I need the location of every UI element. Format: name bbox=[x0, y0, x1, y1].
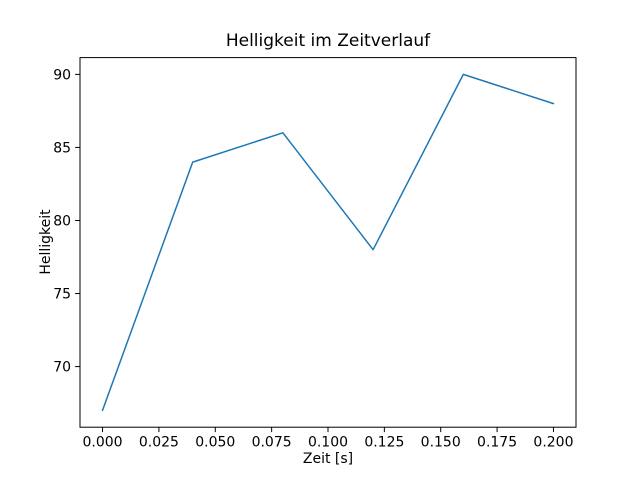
y-tick-label: 75 bbox=[53, 287, 71, 303]
axes-spines bbox=[79, 57, 577, 428]
y-tick-label: 80 bbox=[53, 213, 71, 229]
y-tick-label: 85 bbox=[53, 140, 71, 156]
y-tick-label: 70 bbox=[53, 360, 71, 376]
y-axis-label: Helligkeit bbox=[38, 209, 54, 275]
x-tick-label: 0.050 bbox=[195, 435, 235, 451]
x-tick-label: 0.200 bbox=[533, 435, 573, 451]
plot-border bbox=[79, 57, 577, 428]
y-tick-label: 90 bbox=[53, 67, 71, 83]
x-tick-label: 0.025 bbox=[139, 435, 179, 451]
x-tick-label: 0.150 bbox=[421, 435, 461, 451]
x-tick-label: 0.100 bbox=[308, 435, 348, 451]
data-series bbox=[101, 73, 555, 412]
x-axis-ticks: 0.000 0.025 0.050 0.075 0.100 0.125 0.150 0.175… bbox=[82, 427, 574, 451]
chart-title: Helligkeit im Zeitverlauf bbox=[226, 31, 431, 51]
x-tick-label: 0.075 bbox=[252, 435, 292, 451]
x-axis-label: Zeit [s] bbox=[303, 451, 353, 467]
brightness-line bbox=[101, 73, 555, 412]
y-axis-ticks: 70 75 80 85 90 bbox=[53, 67, 80, 376]
x-tick-label: 0.175 bbox=[477, 435, 517, 451]
x-tick-label: 0.125 bbox=[364, 435, 404, 451]
x-tick-label: 0.000 bbox=[82, 435, 122, 451]
